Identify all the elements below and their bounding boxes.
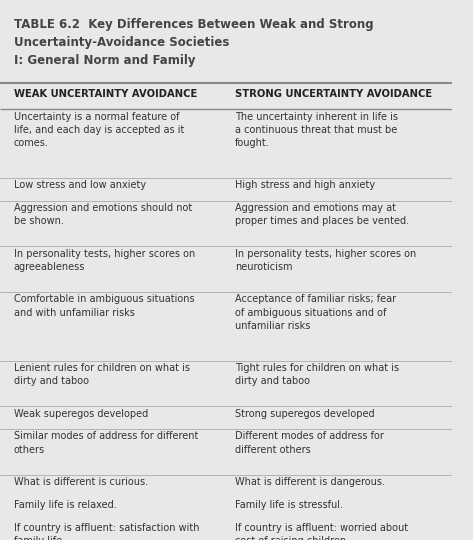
Text: Family life is stressful.: Family life is stressful.: [235, 500, 343, 510]
Text: WEAK UNCERTAINTY AVOIDANCE: WEAK UNCERTAINTY AVOIDANCE: [14, 89, 197, 99]
Text: Comfortable in ambiguous situations
and with unfamiliar risks: Comfortable in ambiguous situations and …: [14, 294, 194, 318]
Text: In personality tests, higher scores on
neuroticism: In personality tests, higher scores on n…: [235, 249, 416, 272]
Text: In personality tests, higher scores on
agreeableness: In personality tests, higher scores on a…: [14, 249, 195, 272]
Text: Weak superegos developed: Weak superegos developed: [14, 409, 148, 419]
Text: Low stress and low anxiety: Low stress and low anxiety: [14, 180, 146, 190]
Text: If country is affluent: satisfaction with
family life.: If country is affluent: satisfaction wit…: [14, 523, 199, 540]
Text: TABLE 6.2  Key Differences Between Weak and Strong: TABLE 6.2 Key Differences Between Weak a…: [14, 18, 373, 31]
Text: I: General Norm and Family: I: General Norm and Family: [14, 54, 195, 67]
Text: Aggression and emotions may at
proper times and places be vented.: Aggression and emotions may at proper ti…: [235, 203, 409, 226]
Text: Different modes of address for
different others: Different modes of address for different…: [235, 431, 384, 455]
Text: Uncertainty is a normal feature of
life, and each day is accepted as it
comes.: Uncertainty is a normal feature of life,…: [14, 112, 184, 148]
Text: Similar modes of address for different
others: Similar modes of address for different o…: [14, 431, 198, 455]
Text: Lenient rules for children on what is
dirty and taboo: Lenient rules for children on what is di…: [14, 363, 190, 386]
Text: If country is affluent: worried about
cost of raising children.: If country is affluent: worried about co…: [235, 523, 408, 540]
Text: Family life is relaxed.: Family life is relaxed.: [14, 500, 116, 510]
Text: The uncertainty inherent in life is
a continuous threat that must be
fought.: The uncertainty inherent in life is a co…: [235, 112, 398, 148]
Text: Tight rules for children on what is
dirty and taboo: Tight rules for children on what is dirt…: [235, 363, 399, 386]
Text: Acceptance of familiar risks; fear
of ambiguous situations and of
unfamiliar ris: Acceptance of familiar risks; fear of am…: [235, 294, 396, 331]
Text: What is different is dangerous.: What is different is dangerous.: [235, 477, 385, 487]
Text: High stress and high anxiety: High stress and high anxiety: [235, 180, 375, 190]
Text: Strong superegos developed: Strong superegos developed: [235, 409, 375, 419]
Text: Uncertainty-Avoidance Societies: Uncertainty-Avoidance Societies: [14, 36, 229, 49]
Text: Aggression and emotions should not
be shown.: Aggression and emotions should not be sh…: [14, 203, 192, 226]
Text: What is different is curious.: What is different is curious.: [14, 477, 148, 487]
Text: STRONG UNCERTAINTY AVOIDANCE: STRONG UNCERTAINTY AVOIDANCE: [235, 89, 432, 99]
